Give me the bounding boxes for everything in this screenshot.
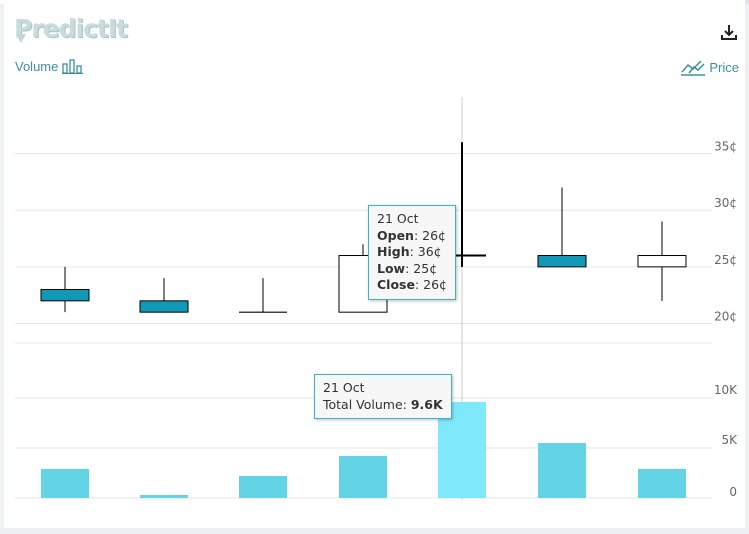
tooltip-close: Close: 26¢ [377, 277, 448, 292]
tooltip-date: 21 Oct [323, 380, 365, 395]
volume-tick-label: 10K [714, 383, 738, 397]
volume-toggle-label: Volume [15, 58, 59, 74]
candle-body [637, 255, 687, 268]
price-toggle[interactable]: Price [681, 58, 739, 76]
tooltip-total-volume: Total Volume: 9.6K [323, 396, 443, 412]
line-chart-icon [681, 60, 706, 76]
open-value: 26¢ [422, 227, 446, 243]
high-label: High [377, 244, 410, 259]
candle-body [40, 289, 90, 302]
volume-bar[interactable] [140, 495, 188, 498]
volume-tick-label: 0 [729, 485, 737, 499]
total-volume-label: Total Volume [323, 396, 403, 412]
y-axis-labels: 20¢ 25¢ 30¢ 35¢ 0 5K 10K [714, 140, 738, 499]
price-tick-label: 20¢ [714, 310, 737, 324]
price-tick-label: 25¢ [714, 253, 737, 267]
candlestick[interactable] [537, 187, 587, 268]
download-button[interactable] [719, 22, 739, 42]
volume-bar[interactable] [41, 469, 89, 498]
predictit-logo: PredictIt [14, 14, 128, 43]
open-label: Open [377, 227, 414, 243]
tooltip-open: Open: 26¢ [377, 227, 446, 243]
close-value: 26¢ [423, 277, 448, 292]
volume-bar[interactable] [638, 469, 686, 498]
close-label: Close [377, 277, 415, 292]
high-value: 36¢ [417, 244, 442, 259]
volume-toggle[interactable]: Volume [15, 58, 84, 74]
candlestick[interactable] [40, 266, 90, 313]
candlestick[interactable] [139, 278, 189, 313]
price-toggle-label: Price [709, 59, 739, 75]
volume-bar[interactable] [538, 443, 586, 498]
tooltip-date: 21 Oct [377, 211, 419, 226]
candle-body [139, 300, 189, 313]
candle-body [537, 255, 587, 268]
tooltip-low: Low: 25¢ [377, 260, 438, 276]
candlesticks [40, 142, 687, 313]
candlestick[interactable] [239, 278, 287, 313]
logo-arrow-mark [16, 34, 26, 43]
price-tooltip: 21 Oct Open: 26¢ High: 36¢ Low: 25¢ Clos… [368, 205, 457, 300]
volume-bar[interactable] [239, 476, 287, 498]
total-volume-value: 9.6K [410, 396, 443, 412]
low-value: 25¢ [413, 260, 438, 276]
price-tick-label: 35¢ [714, 140, 737, 154]
download-icon [721, 25, 737, 40]
candlestick[interactable] [637, 221, 687, 301]
volume-bar[interactable] [339, 456, 387, 498]
low-label: Low [377, 260, 406, 276]
volume-tooltip: 21 Oct Total Volume: 9.6K [314, 374, 452, 419]
price-tick-label: 30¢ [714, 196, 737, 210]
volume-tick-label: 5K [721, 433, 738, 447]
bar-chart-icon [62, 59, 84, 74]
tooltip-high: High: 36¢ [377, 244, 442, 259]
